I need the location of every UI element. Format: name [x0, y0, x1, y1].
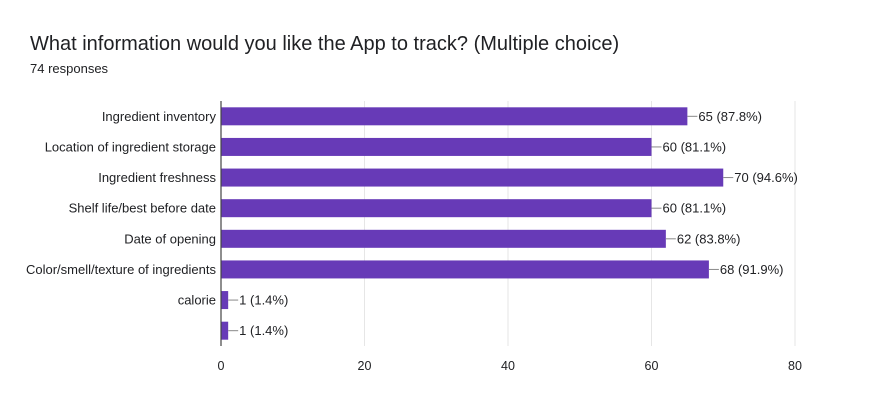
bar [221, 137, 652, 156]
x-tick-label: 80 [788, 359, 802, 373]
bar [221, 199, 652, 218]
data-label: 60 (81.1%) [663, 201, 727, 216]
data-label: 65 (87.8%) [698, 109, 762, 124]
x-tick-label: 60 [645, 359, 659, 373]
data-label: 1 (1.4%) [239, 323, 288, 338]
bar [221, 107, 688, 126]
bar [221, 321, 229, 340]
x-tick-label: 0 [218, 359, 225, 373]
bar [221, 260, 709, 279]
x-tick-label: 40 [501, 359, 515, 373]
data-label: 68 (91.9%) [720, 262, 784, 277]
category-label: Ingredient inventory [102, 109, 217, 124]
data-label: 60 (81.1%) [663, 139, 727, 154]
data-label: 62 (83.8%) [677, 231, 741, 246]
category-label: Shelf life/best before date [69, 201, 216, 216]
data-label: 70 (94.6%) [734, 170, 798, 185]
category-label: Location of ingredient storage [45, 139, 216, 154]
category-label: calorie [178, 293, 216, 308]
category-label: Ingredient freshness [98, 170, 216, 185]
chart-title: What information would you like the App … [30, 33, 620, 55]
response-count: 74 responses [30, 61, 109, 76]
bar [221, 168, 724, 187]
bar [221, 291, 229, 310]
data-label: 1 (1.4%) [239, 293, 288, 308]
x-tick-label: 20 [358, 359, 372, 373]
bar [221, 229, 666, 248]
category-label: Color/smell/texture of ingredients [26, 262, 217, 277]
category-label: Date of opening [124, 231, 216, 246]
